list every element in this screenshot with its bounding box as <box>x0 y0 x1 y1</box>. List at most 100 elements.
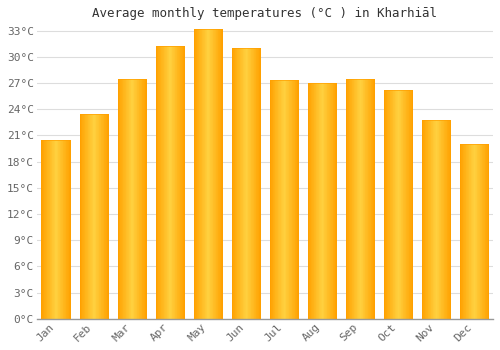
Bar <box>215 29 216 319</box>
Bar <box>370 79 372 319</box>
Bar <box>130 79 132 319</box>
Bar <box>277 80 278 319</box>
Bar <box>62 140 64 319</box>
Bar <box>83 114 84 319</box>
Bar <box>346 79 347 319</box>
Bar <box>124 79 125 319</box>
Bar <box>399 90 400 319</box>
Bar <box>334 83 336 319</box>
Bar <box>488 144 489 319</box>
Bar <box>274 80 275 319</box>
Bar <box>366 79 367 319</box>
Bar <box>247 48 248 319</box>
Bar <box>168 47 169 319</box>
Bar <box>481 144 482 319</box>
Bar <box>172 47 173 319</box>
Bar <box>295 80 296 319</box>
Bar <box>428 120 429 319</box>
Bar <box>384 90 412 319</box>
Bar <box>142 79 143 319</box>
Bar <box>60 140 62 319</box>
Bar <box>138 79 140 319</box>
Bar <box>179 47 180 319</box>
Bar <box>472 144 473 319</box>
Bar <box>386 90 388 319</box>
Bar <box>129 79 130 319</box>
Bar <box>91 114 92 319</box>
Bar <box>162 47 163 319</box>
Bar <box>407 90 408 319</box>
Bar <box>255 48 256 319</box>
Bar <box>58 140 59 319</box>
Bar <box>105 114 106 319</box>
Bar <box>171 47 172 319</box>
Bar <box>369 79 370 319</box>
Bar <box>442 120 443 319</box>
Bar <box>326 83 328 319</box>
Bar <box>250 48 252 319</box>
Bar <box>84 114 86 319</box>
Bar <box>410 90 411 319</box>
Bar <box>133 79 134 319</box>
Bar <box>367 79 368 319</box>
Bar <box>360 79 361 319</box>
Bar <box>56 140 57 319</box>
Bar <box>422 120 424 319</box>
Bar <box>430 120 432 319</box>
Bar <box>467 144 468 319</box>
Bar <box>390 90 391 319</box>
Bar <box>437 120 438 319</box>
Bar <box>212 29 214 319</box>
Bar <box>313 83 314 319</box>
Bar <box>245 48 246 319</box>
Bar <box>159 47 160 319</box>
Bar <box>432 120 433 319</box>
Bar <box>389 90 390 319</box>
Bar <box>322 83 323 319</box>
Bar <box>312 83 313 319</box>
Bar <box>404 90 405 319</box>
Title: Average monthly temperatures (°C ) in Kharhiāl: Average monthly temperatures (°C ) in Kh… <box>92 7 438 20</box>
Bar <box>296 80 297 319</box>
Bar <box>240 48 241 319</box>
Bar <box>87 114 88 319</box>
Bar <box>292 80 293 319</box>
Bar <box>450 120 451 319</box>
Bar <box>207 29 208 319</box>
Bar <box>184 47 185 319</box>
Bar <box>44 140 45 319</box>
Bar <box>346 79 374 319</box>
Bar <box>180 47 181 319</box>
Bar <box>136 79 138 319</box>
Bar <box>285 80 286 319</box>
Bar <box>70 140 71 319</box>
Bar <box>441 120 442 319</box>
Bar <box>388 90 389 319</box>
Bar <box>65 140 66 319</box>
Bar <box>203 29 204 319</box>
Bar <box>97 114 98 319</box>
Bar <box>486 144 487 319</box>
Bar <box>94 114 95 319</box>
Bar <box>209 29 210 319</box>
Bar <box>402 90 403 319</box>
Bar <box>446 120 448 319</box>
Bar <box>246 48 247 319</box>
Bar <box>443 120 444 319</box>
Bar <box>168 47 170 319</box>
Bar <box>364 79 365 319</box>
Bar <box>96 114 97 319</box>
Bar <box>465 144 466 319</box>
Bar <box>144 79 146 319</box>
Bar <box>46 140 48 319</box>
Bar <box>284 80 285 319</box>
Bar <box>122 79 124 319</box>
Bar <box>426 120 427 319</box>
Bar <box>359 79 360 319</box>
Bar <box>329 83 330 319</box>
Bar <box>53 140 54 319</box>
Bar <box>164 47 165 319</box>
Bar <box>48 140 49 319</box>
Bar <box>462 144 463 319</box>
Bar <box>372 79 373 319</box>
